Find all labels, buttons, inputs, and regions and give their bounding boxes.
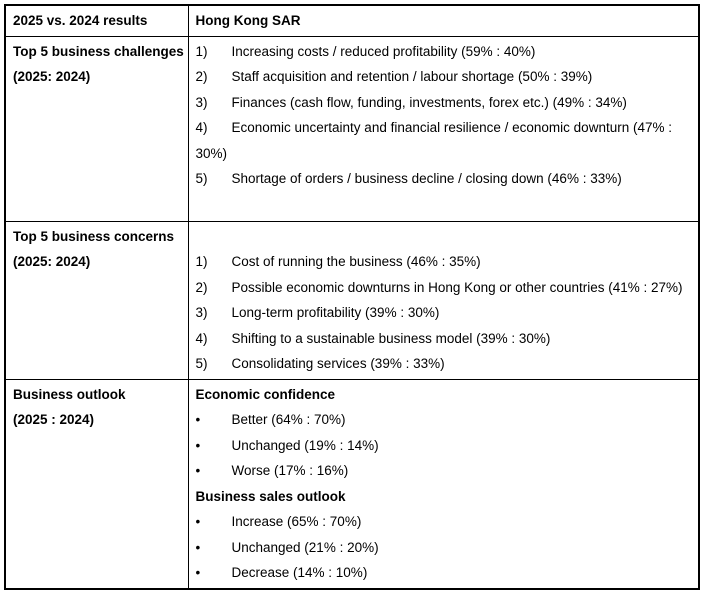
item-text: Worse (17% : 16%) — [231, 463, 349, 478]
list-item: 3) Finances (cash flow, funding, investme… — [196, 90, 697, 116]
row-label: Business outlook — [13, 386, 126, 402]
item-marker: 5) — [195, 356, 208, 371]
list-item: 2) Possible economic downturns in Hong Ko… — [196, 275, 697, 301]
item-marker: 3) — [195, 94, 208, 110]
blank-line — [196, 224, 697, 250]
item-text: Shifting to a sustainable business model… — [231, 330, 551, 346]
bullet-marker: • — [195, 437, 201, 453]
list-item: 4) Shifting to a sustainable business mod… — [196, 326, 697, 352]
header-region-label: Hong Kong SAR — [195, 13, 301, 28]
list-item: 2) Staff acquisition and retention / labo… — [196, 64, 697, 90]
header-results-label: 2025 vs. 2024 results — [13, 13, 148, 28]
item-text: Possible economic downturns in Hong Kong… — [231, 279, 683, 295]
row-period: (2025: 2024) — [13, 69, 91, 84]
outlook-content-cell: Economic confidence • Better (64% : 70%) … — [187, 378, 700, 590]
list-item: 1) Increasing costs / reduced profitabili… — [196, 39, 697, 65]
item-text: Increase (65% : 70%) — [231, 514, 362, 529]
item-marker: 5) — [195, 171, 208, 186]
bullet-marker: • — [195, 539, 201, 555]
concerns-content-cell: 1) Cost of running the business (46% : 35… — [187, 220, 700, 380]
concerns-label-cell: Top 5 business concerns (2025: 2024) — [4, 220, 189, 380]
row-business-challenges: Top 5 business challenges (2025: 2024) 1… — [4, 35, 700, 222]
item-text: Consolidating services (39% : 33%) — [231, 356, 445, 371]
bullet-marker: • — [195, 565, 201, 580]
row-period: (2025: 2024) — [13, 254, 91, 269]
item-text: Long-term profitability (39% : 30%) — [231, 305, 440, 320]
bullet-item: • Worse (17% : 16%) — [196, 458, 697, 484]
item-text: Better (64% : 70%) — [231, 412, 346, 427]
bullet-item: • Unchanged (19% : 14%) — [196, 433, 697, 459]
item-text: Staff acquisition and retention / labour… — [231, 69, 593, 84]
table-header-row: 2025 vs. 2024 results Hong Kong SAR — [4, 4, 700, 37]
item-marker: 2) — [195, 279, 208, 295]
item-marker: 1) — [195, 43, 208, 59]
item-marker: 4) — [195, 330, 208, 346]
bullet-item: • Increase (65% : 70%) — [196, 509, 697, 535]
bullet-item: • Unchanged (21% : 20%) — [196, 535, 697, 561]
item-text: Finances (cash flow, funding, investment… — [231, 94, 627, 110]
item-text: Unchanged (21% : 20%) — [231, 539, 379, 555]
item-text: Decrease (14% : 10%) — [231, 565, 368, 580]
list-item: 5) Consolidating services (39% : 33%) — [196, 351, 697, 377]
section-heading-economic-confidence: Economic confidence — [195, 386, 336, 402]
header-cell-results: 2025 vs. 2024 results — [4, 4, 189, 37]
item-text: Increasing costs / reduced profitability… — [231, 43, 536, 59]
item-text: Unchanged (19% : 14%) — [231, 437, 379, 453]
results-table: 2025 vs. 2024 results Hong Kong SAR Top … — [4, 4, 700, 590]
row-business-concerns: Top 5 business concerns (2025: 2024) 1) C… — [4, 220, 700, 380]
row-label: Top 5 business concerns — [13, 228, 175, 244]
list-item: 4) Economic uncertainty and financial res… — [196, 115, 697, 166]
item-marker: 1) — [195, 254, 208, 269]
list-item: 5) Shortage of orders / business decline … — [196, 166, 697, 192]
row-business-outlook: Business outlook (2025 : 2024) Economic … — [4, 378, 700, 590]
item-text: Economic uncertainty and financial resil… — [195, 120, 672, 161]
row-label: Top 5 business challenges — [13, 43, 184, 59]
challenges-label-cell: Top 5 business challenges (2025: 2024) — [4, 35, 189, 222]
item-marker: 2) — [195, 69, 208, 84]
row-period: (2025 : 2024) — [13, 412, 95, 427]
outlook-label-cell: Business outlook (2025 : 2024) — [4, 378, 189, 590]
list-item: 1) Cost of running the business (46% : 35… — [196, 249, 697, 275]
item-text: Cost of running the business (46% : 35%) — [231, 254, 481, 269]
item-marker: 3) — [195, 305, 208, 320]
section-heading-business-sales-outlook: Business sales outlook — [195, 488, 346, 504]
bullet-item: • Better (64% : 70%) — [196, 407, 697, 433]
item-marker: 4) — [195, 120, 208, 135]
bullet-marker: • — [195, 412, 201, 427]
bullet-marker: • — [195, 463, 201, 478]
blank-line — [196, 192, 697, 218]
bullet-item: • Decrease (14% : 10%) — [196, 560, 697, 586]
header-cell-region: Hong Kong SAR — [187, 4, 700, 37]
challenges-content-cell: 1) Increasing costs / reduced profitabili… — [187, 35, 700, 222]
list-item: 3) Long-term profitability (39% : 30%) — [196, 300, 697, 326]
item-text: Shortage of orders / business decline / … — [231, 171, 622, 186]
bullet-marker: • — [195, 514, 201, 529]
